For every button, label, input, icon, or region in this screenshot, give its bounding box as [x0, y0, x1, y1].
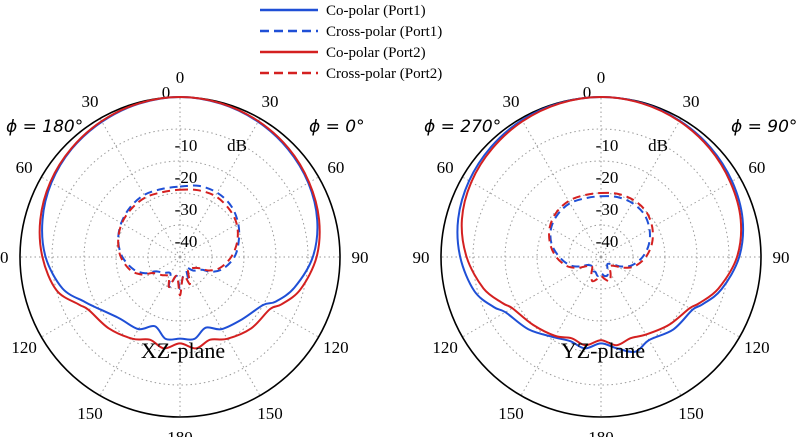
inner-zero-label: 0	[583, 83, 592, 102]
legend-label-2: Co-polar (Port2)	[326, 45, 426, 61]
xz-plane-polar-plot: 0 30 60 90 120 150 180 150 120 90 60 30 0 -10 -20 -30 -4…	[0, 68, 369, 437]
radial-tick-label: -10	[175, 136, 198, 155]
phi-right-label: ϕ = 90°	[731, 117, 797, 137]
angle-tick-label: 150	[77, 404, 103, 423]
angular-grid-spoke-7	[520, 256, 602, 396]
angle-tick-label: 150	[257, 404, 283, 423]
series-line-cross-polar-port2	[548, 191, 654, 283]
series-line-cross-polar-port2	[117, 188, 239, 297]
radial-tick-label: -40	[596, 232, 619, 251]
angular-grid-spoke-5	[600, 256, 682, 396]
series-line-co-polar-port2	[460, 96, 743, 347]
legend-label-0: Co-polar (Port1)	[326, 3, 426, 19]
phi-left-label: ϕ = 270°	[424, 117, 501, 137]
angle-tick-label: 0	[597, 68, 606, 87]
angle-tick-label: 180	[167, 428, 193, 437]
radial-tick-label: -40	[175, 232, 198, 251]
angle-tick-label: 0	[176, 68, 185, 87]
legend-label-3: Cross-polar (Port2)	[326, 66, 442, 82]
phi-left-label: ϕ = 180°	[6, 117, 83, 137]
panel-title: YZ-plane	[561, 338, 645, 363]
radial-unit-label: dB	[227, 136, 247, 155]
series-line-cross-polar-port1	[117, 184, 241, 290]
angular-grid-spoke-5	[179, 256, 261, 396]
series-line-co-polar-port1	[41, 96, 319, 341]
angular-grid-spoke-11	[520, 118, 602, 258]
angle-tick-label: 120	[432, 338, 458, 357]
legend-label-1: Cross-polar (Port1)	[326, 24, 442, 40]
angle-tick-label: 60	[748, 158, 765, 177]
angle-tick-label: 120	[323, 338, 349, 357]
angular-grid-spoke-2	[600, 176, 740, 258]
angle-tick-label: 90	[773, 248, 790, 267]
angle-tick-label: 30	[683, 92, 700, 111]
panel-title: XZ-plane	[141, 338, 225, 363]
series-line-co-polar-port2	[38, 96, 321, 350]
radial-grid-ring-0	[472, 128, 730, 386]
angle-tick-label: 90	[352, 248, 369, 267]
legend: Co-polar (Port1) Cross-polar (Port1) Co-po…	[260, 3, 442, 82]
radial-tick-label: -20	[596, 168, 619, 187]
angular-grid-spoke-7	[99, 256, 181, 396]
phi-right-label: ϕ = 0°	[309, 117, 365, 137]
radial-tick-label: -30	[175, 200, 198, 219]
angle-tick-label: 60	[437, 158, 454, 177]
angle-tick-label: 120	[11, 338, 37, 357]
yz-plane-polar-plot: 0 30 60 90 120 150 180 150 120 90 60 30 0 -10 -20 -30 -4…	[413, 68, 798, 437]
radial-grid-ring-0	[51, 128, 309, 386]
angle-tick-label: 120	[744, 338, 770, 357]
angle-tick-label: 180	[588, 428, 614, 437]
radial-unit-label: dB	[648, 136, 668, 155]
angle-tick-label: 30	[82, 92, 99, 111]
series-line-co-polar-port1	[456, 96, 745, 354]
radial-tick-label: -30	[596, 200, 619, 219]
angular-grid-spoke-8	[41, 256, 181, 338]
angular-grid-spoke-11	[99, 118, 181, 258]
angular-grid-spoke-10	[462, 176, 602, 258]
angle-tick-label: 30	[503, 92, 520, 111]
angle-tick-label: 90	[413, 248, 430, 267]
angle-tick-label: 150	[678, 404, 704, 423]
angle-tick-label: 90	[0, 248, 9, 267]
angular-grid-spoke-2	[179, 176, 319, 258]
inner-zero-label: 0	[162, 83, 171, 102]
angle-tick-label: 60	[327, 158, 344, 177]
radial-tick-label: -10	[596, 136, 619, 155]
radial-tick-label: -20	[175, 168, 198, 187]
angle-tick-label: 30	[262, 92, 279, 111]
angle-tick-label: 150	[498, 404, 524, 423]
angle-tick-label: 60	[16, 158, 33, 177]
series-line-cross-polar-port1	[549, 195, 651, 278]
